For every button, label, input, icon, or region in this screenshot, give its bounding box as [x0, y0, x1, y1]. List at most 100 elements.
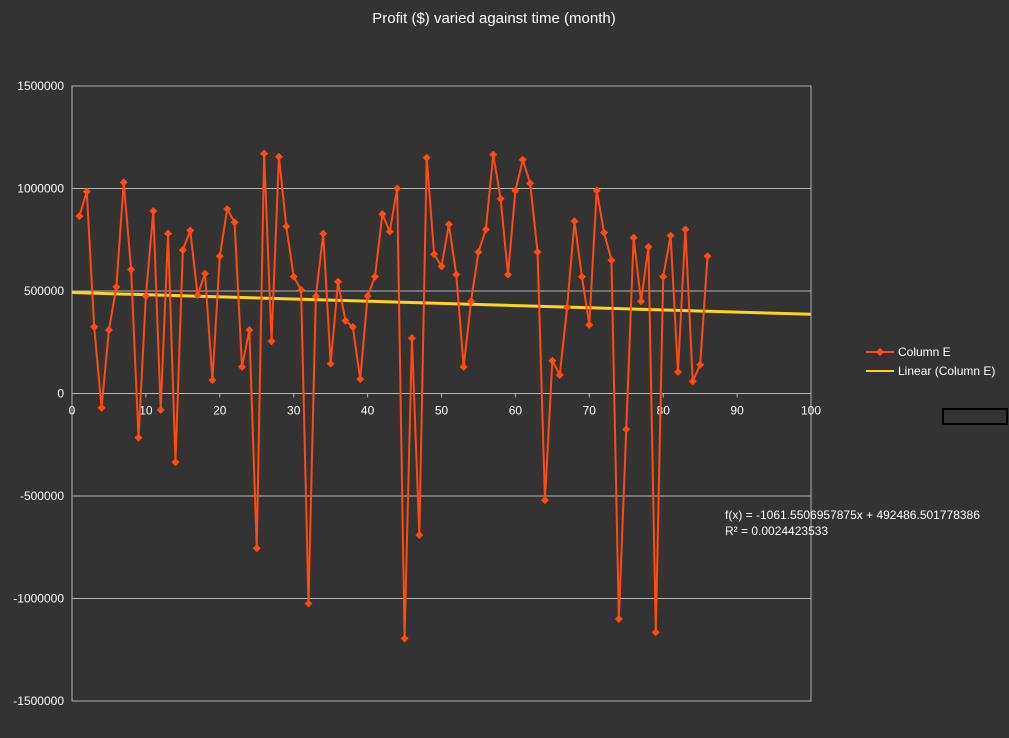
data-point	[326, 359, 335, 368]
data-point	[415, 530, 424, 539]
data-point	[467, 297, 476, 306]
data-point	[149, 207, 158, 216]
data-point	[570, 217, 579, 226]
x-tick-label: 10	[139, 404, 153, 418]
x-tick-label: 40	[361, 404, 375, 418]
data-point	[208, 376, 217, 385]
data-point	[644, 242, 653, 251]
data-point	[230, 218, 239, 227]
data-point	[97, 403, 106, 412]
data-point	[245, 325, 254, 334]
data-point	[201, 269, 210, 278]
data-point	[452, 270, 461, 279]
data-point	[481, 225, 490, 234]
x-axis: 0 10 20 30 40 50 60 70 80 90 100	[69, 393, 821, 418]
data-point	[304, 599, 313, 608]
data-point	[289, 272, 298, 281]
data-point	[385, 227, 394, 236]
data-point	[119, 178, 128, 187]
data-point	[688, 377, 697, 386]
y-tick-label: -1000000	[13, 592, 64, 606]
data-point	[592, 186, 601, 195]
data-point	[577, 272, 586, 281]
data-point	[629, 233, 638, 242]
y-tick-label: 500000	[24, 284, 64, 298]
data-point	[422, 153, 431, 162]
data-point	[496, 194, 505, 203]
data-point	[171, 458, 180, 467]
data-point	[489, 150, 498, 159]
data-point	[696, 360, 705, 369]
data-point	[297, 285, 306, 294]
x-tick-label: 100	[801, 404, 821, 418]
data-point	[156, 405, 165, 414]
x-tick-label: 0	[69, 404, 76, 418]
y-tick-label: 0	[57, 387, 64, 401]
x-tick-label: 50	[435, 404, 449, 418]
data-point	[319, 229, 328, 238]
data-point	[666, 231, 675, 240]
data-point	[533, 248, 542, 257]
data-point	[474, 248, 483, 257]
data-point	[348, 322, 357, 331]
data-point	[274, 152, 283, 161]
data-point	[341, 316, 350, 325]
data-point	[260, 149, 269, 158]
data-point	[548, 356, 557, 365]
y-tick-label: -500000	[20, 489, 64, 503]
data-point	[607, 256, 616, 265]
data-point	[104, 325, 113, 334]
x-tick-label: 80	[657, 404, 671, 418]
data-point	[555, 371, 564, 380]
data-point	[518, 155, 527, 164]
data-point	[127, 265, 136, 274]
data-point	[112, 282, 121, 291]
data-point	[681, 225, 690, 234]
x-tick-label: 70	[583, 404, 597, 418]
y-axis-ticks: 1500000 1000000 500000 0 -500000 -1000000 -150…	[13, 79, 64, 708]
data-point	[444, 220, 453, 229]
data-point	[378, 210, 387, 219]
data-point	[407, 334, 416, 343]
data-point	[311, 292, 320, 301]
data-point	[459, 362, 468, 371]
data-point	[673, 367, 682, 376]
data-point	[141, 292, 150, 301]
data-point	[622, 425, 631, 434]
data-point	[193, 291, 202, 300]
trendline-equation: f(x) = -1061.5506957875x + 492486.501778…	[725, 508, 980, 522]
data-point	[90, 322, 99, 331]
data-point	[223, 205, 232, 213]
data-point	[563, 303, 572, 312]
data-point	[526, 179, 535, 188]
trendline	[71, 291, 812, 316]
trendline-r-squared: R² = 0.0024423533	[725, 524, 828, 538]
data-point	[585, 320, 594, 329]
data-point	[267, 337, 276, 346]
data-point	[164, 229, 173, 238]
data-point	[651, 628, 660, 637]
selection-box[interactable]	[942, 408, 1008, 425]
y-tick-label: 1500000	[17, 79, 64, 93]
data-point	[186, 226, 195, 235]
legend-label-linear: Linear (Column E)	[898, 364, 995, 378]
y-tick-label: -1500000	[13, 694, 64, 708]
data-point	[134, 433, 143, 442]
data-point	[600, 228, 609, 237]
data-point	[356, 375, 365, 384]
data-point	[282, 222, 291, 231]
data-point	[363, 292, 372, 301]
y-tick-label: 1000000	[17, 182, 64, 196]
data-point	[540, 496, 549, 505]
data-point	[703, 252, 712, 261]
data-point	[252, 544, 261, 553]
x-tick-label: 60	[509, 404, 523, 418]
data-point	[178, 246, 187, 254]
data-point	[75, 212, 84, 221]
data-point	[504, 270, 513, 279]
x-tick-label: 20	[213, 404, 227, 418]
legend-swatch-column-e-marker	[876, 348, 884, 356]
data-point	[393, 184, 402, 193]
series-column-e	[75, 149, 712, 643]
